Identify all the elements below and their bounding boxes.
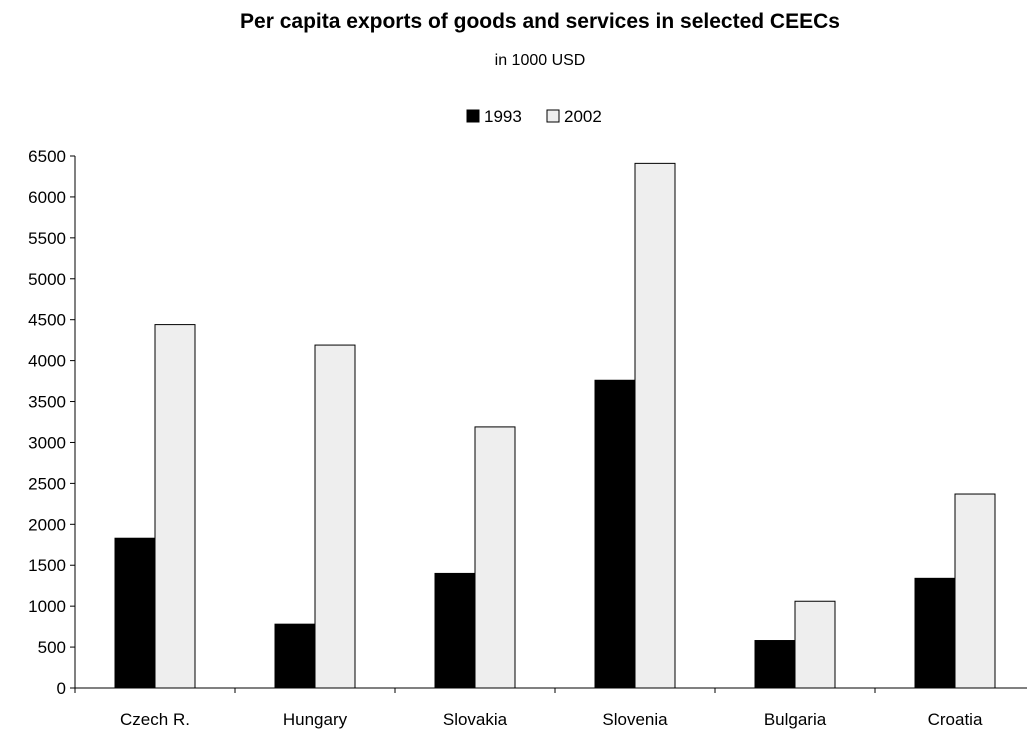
y-tick-label: 2500 <box>28 474 66 493</box>
bar-1993 <box>274 623 316 689</box>
bar-2002 <box>954 493 996 689</box>
bar-1993 <box>914 577 956 689</box>
legend-swatch <box>546 109 560 123</box>
x-axis: Czech R. Hungary Slovakia Slovenia Bulgaria C… <box>74 687 1027 729</box>
bar-1993 <box>754 640 796 689</box>
x-tick-label: Slovenia <box>602 710 668 729</box>
bar-2002 <box>474 426 516 689</box>
y-tick-label: 5000 <box>28 270 66 289</box>
x-tick-label: Bulgaria <box>764 710 827 729</box>
y-tick-label: 1000 <box>28 597 66 616</box>
y-tick-label: 3500 <box>28 393 66 412</box>
y-tick-label: 5500 <box>28 229 66 248</box>
y-tick-label: 3000 <box>28 433 66 452</box>
x-tick-label: Hungary <box>283 710 348 729</box>
y-tick-label: 2000 <box>28 515 66 534</box>
legend-label: 2002 <box>564 107 602 126</box>
x-tick-label: Slovakia <box>443 710 508 729</box>
bar-1993 <box>114 537 156 689</box>
chart-legend: 1993 2002 <box>466 107 602 126</box>
bar-2002 <box>154 324 196 689</box>
legend-label: 1993 <box>484 107 522 126</box>
y-tick-label: 4500 <box>28 311 66 330</box>
y-tick-label: 1500 <box>28 556 66 575</box>
y-tick-label: 6000 <box>28 188 66 207</box>
chart-title: Per capita exports of goods and services… <box>240 10 840 33</box>
y-tick-label: 0 <box>57 679 66 698</box>
chart-subtitle: in 1000 USD <box>494 52 586 69</box>
bar-1993 <box>434 572 476 689</box>
y-tick-label: 4000 <box>28 352 66 371</box>
y-axis: 0 500 1000 1500 2000 2500 3000 3500 4000 4500 5000… <box>28 147 76 698</box>
x-tick-label: Czech R. <box>120 710 190 729</box>
bar-2002 <box>634 162 676 689</box>
legend-swatch <box>466 109 480 123</box>
y-tick-label: 500 <box>38 638 66 657</box>
x-tick-label: Croatia <box>928 710 983 729</box>
bar-2002 <box>794 600 836 689</box>
bars <box>114 162 996 689</box>
bar-2002 <box>314 344 356 689</box>
bar-1993 <box>594 379 636 689</box>
y-tick-label: 6500 <box>28 147 66 166</box>
